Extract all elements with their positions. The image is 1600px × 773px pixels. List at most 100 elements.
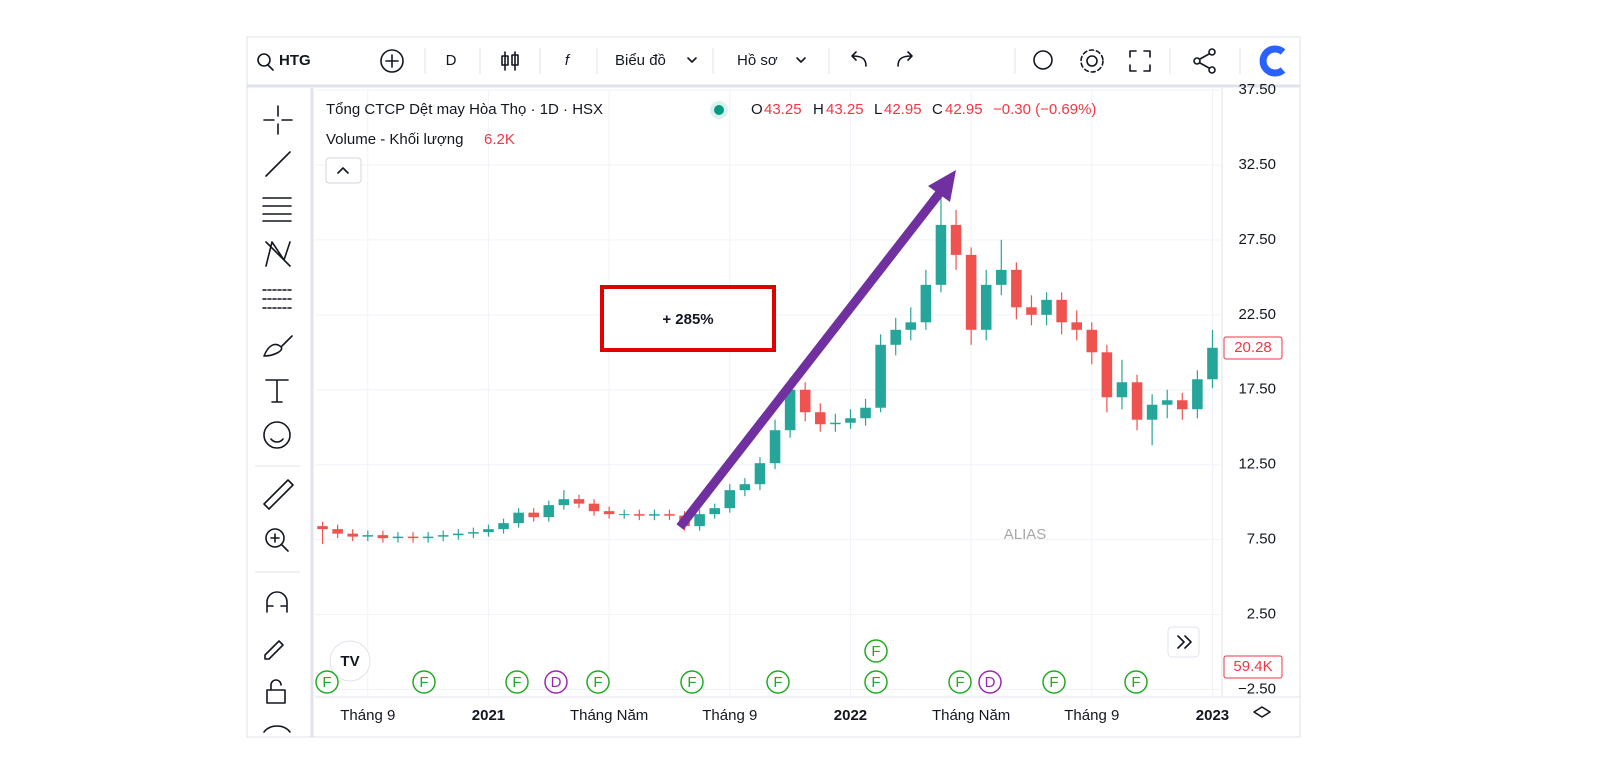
settings-small[interactable] <box>1253 706 1271 718</box>
candle-body <box>513 512 524 524</box>
ruler-tool[interactable] <box>263 479 294 510</box>
last-price-box <box>1223 336 1283 360</box>
arrow-shaft <box>676 187 946 530</box>
last-volume: 59.4K <box>1233 658 1272 675</box>
x-tick-label: Tháng 9 <box>340 707 395 724</box>
y-tick-label: 7.50 <box>1247 531 1276 548</box>
candle-body <box>347 533 358 537</box>
candle-body <box>543 505 555 518</box>
zoom-tool <box>270 533 289 552</box>
event-marker[interactable] <box>766 670 790 694</box>
annotation-box <box>600 285 776 352</box>
chart-menu[interactable]: Biểu đồ <box>615 52 666 69</box>
symbol[interactable]: HTG <box>279 52 311 69</box>
candle-body <box>830 422 841 425</box>
redo-icon[interactable] <box>897 51 913 67</box>
ohlc: O 43.25 H 43.25 L 42.95 C 42.95 −0.30 (−… <box>751 101 1096 118</box>
candle-body <box>1192 379 1203 410</box>
share-icon <box>1208 48 1216 56</box>
eye-tool[interactable] <box>263 725 291 733</box>
forecast-tool[interactable] <box>262 289 292 309</box>
event-marker[interactable] <box>1042 670 1066 694</box>
candle-body <box>694 514 705 527</box>
candle-body <box>1056 299 1067 323</box>
event-marker[interactable] <box>1124 670 1148 694</box>
annotation: + 285% <box>662 311 713 328</box>
tv-logo-text: TV <box>340 653 359 670</box>
candle-body <box>1086 329 1098 353</box>
x-tick-label: Tháng 9 <box>702 707 757 724</box>
y-tick-label: 17.50 <box>1238 381 1276 398</box>
candle-body <box>815 412 826 425</box>
last-volume-box <box>1223 655 1283 679</box>
candle-body <box>528 512 539 518</box>
collapse-button[interactable] <box>325 157 362 184</box>
brush-tool[interactable] <box>263 335 293 357</box>
candle-body <box>453 533 464 536</box>
compare-icon <box>385 54 399 68</box>
arrow-head <box>928 170 956 202</box>
fullscreen-icon[interactable] <box>1129 50 1151 72</box>
candle-body <box>1177 400 1188 410</box>
search-icon[interactable] <box>257 53 271 67</box>
x-tick-label: Tháng 9 <box>1064 707 1119 724</box>
profile-menu[interactable]: Hồ sơ <box>737 52 778 69</box>
lock-tool <box>270 679 282 691</box>
candle-body <box>1011 269 1022 308</box>
event-marker[interactable] <box>978 670 1002 694</box>
o-label: O <box>751 101 763 118</box>
emoji-tool <box>270 438 284 443</box>
zoom-tool[interactable] <box>265 528 285 548</box>
event-marker[interactable] <box>948 670 972 694</box>
event-label: D <box>551 674 562 691</box>
candle-body <box>1131 382 1143 420</box>
lock-drawing-tool[interactable] <box>264 640 284 660</box>
candle-body <box>950 224 962 255</box>
candle-body <box>618 514 630 516</box>
emoji-tool[interactable] <box>263 421 291 449</box>
event-marker[interactable] <box>412 670 436 694</box>
interval[interactable]: D <box>446 52 457 69</box>
settings-icon[interactable] <box>1086 55 1098 67</box>
event-marker[interactable] <box>544 670 568 694</box>
event-marker[interactable] <box>864 639 888 663</box>
candle-body <box>588 503 600 512</box>
fib-tool[interactable] <box>262 197 292 222</box>
compare-icon[interactable] <box>380 49 404 73</box>
indicator-icon[interactable]: f <box>565 52 571 69</box>
share-icon <box>1199 53 1210 69</box>
lock-tool[interactable] <box>266 689 286 704</box>
candle-body <box>422 536 434 539</box>
candle-body <box>1207 347 1218 380</box>
left-toolbar <box>255 105 300 733</box>
candle-body <box>498 523 509 530</box>
share-icon[interactable] <box>1193 57 1201 65</box>
magnet-tool[interactable] <box>266 591 288 613</box>
event-marker[interactable] <box>315 670 339 694</box>
candle-body <box>603 511 615 515</box>
plot: −2.50 2.50 7.50 12.50 17.50 22.50 27.50 32.50 37… <box>315 81 1276 724</box>
candle-body <box>392 536 404 539</box>
event-marker[interactable] <box>864 670 888 694</box>
event-marker[interactable] <box>680 670 704 694</box>
alert-icon[interactable] <box>1033 50 1053 70</box>
candle-body <box>1041 299 1052 315</box>
event-label: F <box>593 674 602 691</box>
event-label: F <box>322 674 331 691</box>
scroll-icon <box>1177 635 1192 649</box>
event-marker[interactable] <box>505 670 529 694</box>
event-marker[interactable] <box>586 670 610 694</box>
c-value: 42.95 <box>945 101 983 118</box>
undo-icon[interactable] <box>851 51 867 67</box>
pattern-tool[interactable] <box>265 241 291 267</box>
candle-body <box>468 532 479 534</box>
x-tick-label: 2021 <box>472 707 505 724</box>
event-label: F <box>1131 674 1140 691</box>
crosshair-tool[interactable] <box>263 105 293 135</box>
candle-body <box>1161 400 1173 405</box>
collapse-icon <box>337 167 349 174</box>
line-tool[interactable] <box>265 151 291 177</box>
candle-body <box>769 430 781 464</box>
text-tool[interactable] <box>265 379 289 403</box>
